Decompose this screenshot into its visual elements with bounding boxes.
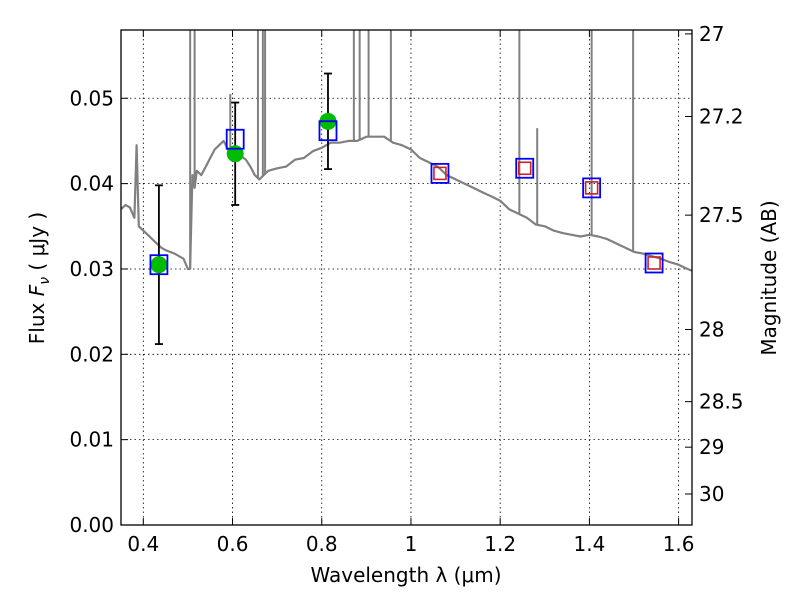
y-axis-label: Flux Fν ( μJy ) xyxy=(25,212,53,344)
y-axis-label-symbol: F xyxy=(25,284,49,296)
y2-tick-label: 27.5 xyxy=(699,203,744,227)
predicted-flux-square xyxy=(584,181,599,195)
x-axis-label: Wavelength λ (μm) xyxy=(310,563,501,587)
y-tick-label: 0.00 xyxy=(69,513,114,537)
x-tick-label: 1.6 xyxy=(663,532,695,556)
axis-ticks: 0.4 0.6 0.8 1 1.2 1.4 1.6 0.00 0.01 0.02 0.03 0.04 0… xyxy=(69,22,743,556)
y-tick-label: 0.01 xyxy=(69,428,114,452)
y2-axis-label: Magnitude (AB) xyxy=(757,200,781,355)
x-tick-label: 0.8 xyxy=(306,532,338,556)
model-flux-square xyxy=(430,162,450,184)
y2-tick-label: 30 xyxy=(699,482,724,506)
model-flux-square xyxy=(644,252,664,274)
y-tick-label: 0.05 xyxy=(69,86,114,110)
y2-tick-label: 27 xyxy=(699,22,724,46)
y2-tick-label: 29 xyxy=(699,435,724,459)
y-axis-label-suffix: ( μJy ) xyxy=(25,212,49,277)
y2-tick-label: 27.2 xyxy=(699,105,744,129)
x-tick-label: 1.2 xyxy=(484,532,516,556)
x-tick-label: 0.4 xyxy=(127,532,159,556)
model-flux-square xyxy=(149,254,169,276)
x-tick-label: 1 xyxy=(405,532,418,556)
model-flux-square xyxy=(318,120,338,142)
predicted-flux-square xyxy=(647,256,661,270)
y-axis-label-prefix: Flux xyxy=(25,296,49,344)
model-flux-square xyxy=(515,157,535,179)
y-tick-label: 0.03 xyxy=(69,257,114,281)
y-tick-label: 0.02 xyxy=(69,342,114,366)
x-tick-label: 0.6 xyxy=(217,532,249,556)
predicted-flux-square xyxy=(517,161,532,176)
model-flux-square xyxy=(582,177,602,199)
y2-tick-label: 28 xyxy=(699,317,724,341)
model-flux-square xyxy=(225,128,245,150)
y-axis-label-subscript: ν xyxy=(37,277,53,285)
y-tick-label: 0.04 xyxy=(69,172,114,196)
plot-series xyxy=(121,30,692,345)
y2-tick-label: 28.5 xyxy=(699,390,744,414)
plot-area xyxy=(121,30,692,345)
predicted-flux-square xyxy=(433,166,447,181)
plot-frame xyxy=(120,29,693,526)
spectrum-line xyxy=(121,135,692,272)
observed-flux-point xyxy=(150,256,168,274)
x-tick-label: 1.4 xyxy=(573,532,605,556)
observed-flux-point xyxy=(226,145,244,163)
grid xyxy=(121,30,692,526)
